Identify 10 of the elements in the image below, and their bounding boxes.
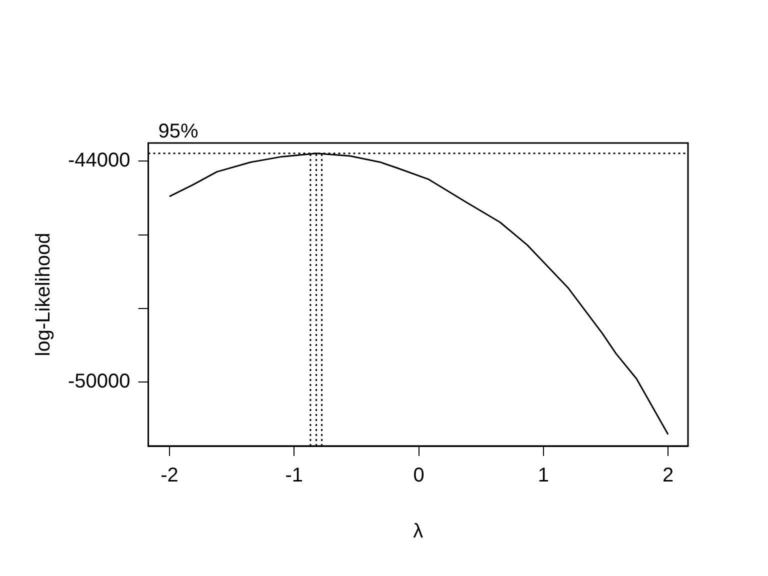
x-tick-label: 2 [662,464,674,487]
x-tick-label: 1 [538,464,549,487]
x-tick-label: 0 [413,464,424,487]
text: 95% [158,120,199,143]
y-axis-title: log-Likelihood [32,232,55,356]
x-tick-label: -1 [285,464,304,487]
y-tick-label: -44000 [68,150,130,172]
x-tick-label: -2 [160,464,178,487]
x-axis-title: λ [413,520,424,543]
y-tick-label: -50000 [68,370,130,393]
